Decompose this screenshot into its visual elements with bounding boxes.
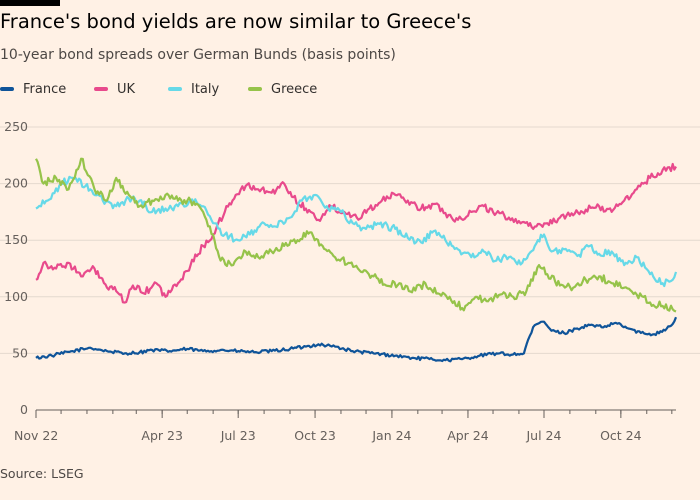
y-tick-label-150: 150 (4, 232, 28, 247)
y-tick-label-200: 200 (4, 176, 28, 191)
legend-swatch-greece (248, 87, 262, 91)
series-line-greece (35, 157, 677, 313)
x-tick-label-2: Jul 23 (220, 428, 256, 443)
legend-item-greece: Greece (248, 80, 317, 98)
series-line-uk (35, 162, 677, 304)
chart-subtitle: 10-year bond spreads over German Bunds (… (0, 47, 396, 63)
x-tick-label-3: Oct 23 (294, 428, 336, 443)
legend-item-france: France (0, 80, 66, 98)
legend-label-uk: UK (117, 81, 136, 97)
source-note: Source: LSEG (0, 466, 84, 481)
legend-item-italy: Italy (168, 80, 219, 98)
legend-item-uk: UK (94, 80, 135, 98)
x-tick-label-7: Oct 24 (600, 428, 642, 443)
legend-swatch-france (0, 87, 14, 91)
y-tick-label-0: 0 (20, 402, 28, 417)
line-chart: 0 50 100 150 200 250 Nov 22 Apr 23 Jul 23 Oct 23 J… (0, 119, 700, 443)
legend-swatch-italy (168, 87, 182, 91)
chart-title: France's bond yields are now similar to … (0, 10, 472, 33)
series-line-france (35, 316, 678, 363)
brand-bar (0, 0, 60, 6)
y-tick-label-100: 100 (4, 289, 28, 304)
x-tick-label-6: Jul 24 (526, 428, 562, 443)
x-tick-label-4: Jan 24 (371, 428, 411, 443)
series-line-italy (35, 175, 678, 288)
x-tick-label-1: Apr 23 (141, 428, 183, 443)
legend-label-greece: Greece (271, 81, 318, 97)
legend-swatch-uk (94, 87, 108, 91)
legend-label-italy: Italy (191, 81, 220, 97)
legend-label-france: France (23, 81, 67, 97)
y-tick-label-50: 50 (12, 345, 28, 360)
x-tick-label-5: Apr 24 (447, 428, 489, 443)
x-tick-label-0: Nov 22 (14, 428, 58, 443)
y-tick-label-250: 250 (4, 119, 28, 134)
